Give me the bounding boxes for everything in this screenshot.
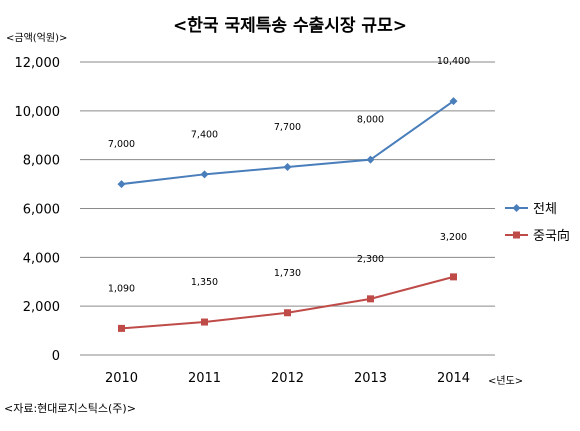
y-tick-label: 2,000	[23, 300, 60, 315]
x-tick-label: 2013	[354, 371, 387, 386]
x-tick-label: 2010	[105, 371, 138, 386]
series-0-point	[117, 180, 126, 189]
legend-marker	[512, 204, 521, 212]
series-0-data-label: 7,400	[191, 129, 218, 140]
y-tick-label: 6,000	[23, 203, 60, 218]
x-axis-unit-label: <년도>	[488, 375, 523, 387]
y-tick-label: 10,000	[15, 105, 61, 120]
series-1-data-label: 1,090	[108, 283, 135, 294]
series-0-data-label: 7,700	[274, 122, 301, 133]
series-0-data-label: 8,000	[357, 115, 384, 126]
series-layer: 7,000 7,400 7,700 8,000 10,400 1,090 1,350 1,73…	[108, 56, 470, 332]
series-1-point	[201, 318, 208, 326]
x-tick-label: 2012	[271, 371, 304, 386]
y-tick-label: 12,000	[15, 56, 61, 71]
series-1-point	[367, 295, 374, 303]
series-1-data-label: 1,350	[191, 277, 218, 288]
series-0-point	[283, 162, 292, 171]
chart-title: <한국 국제특송 수출시장 규모>	[173, 16, 407, 36]
series-1-data-label: 2,300	[357, 254, 384, 265]
legend-marker	[513, 231, 520, 239]
x-axis-ticks: 2010 2011 2012 2013 2014	[105, 371, 470, 386]
series-1-point	[284, 309, 291, 317]
x-tick-label: 2014	[437, 371, 470, 386]
series-1-data-label: 3,200	[440, 232, 467, 243]
series-0-point	[449, 97, 458, 106]
series-1-point	[450, 273, 457, 281]
series-0-point	[366, 155, 375, 164]
legend-label: 전체	[533, 202, 557, 217]
series-0-line	[121, 100, 455, 186]
x-tick-label: 2011	[188, 371, 221, 386]
y-tick-label: 0	[52, 349, 60, 364]
y-tick-label: 4,000	[23, 251, 60, 266]
series-0-data-label: 7,000	[108, 139, 135, 150]
series-1-line	[121, 275, 454, 330]
series-0-point	[200, 170, 209, 179]
series-1-point	[118, 324, 125, 332]
y-tick-label: 8,000	[23, 154, 60, 169]
y-axis-ticks: 0 2,000 4,000 6,000 8,000 10,000 12,000	[15, 56, 61, 364]
legend-label: 중국向	[533, 228, 570, 244]
gridlines	[80, 61, 495, 307]
source-note: <자료:현대로지스틱스(주)>	[4, 402, 136, 415]
series-0-data-label: 10,400	[437, 56, 470, 67]
series-1-data-label: 1,730	[274, 268, 301, 279]
y-axis-unit-label: <금액(억원)>	[6, 32, 67, 44]
